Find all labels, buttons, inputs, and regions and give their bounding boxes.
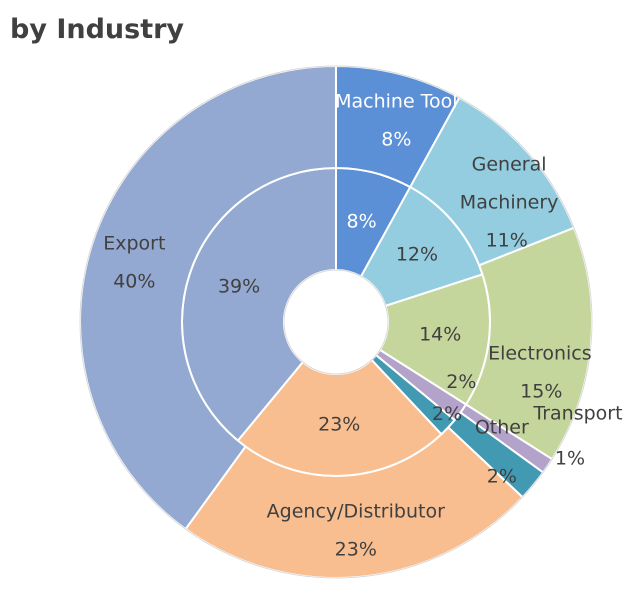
chart-outline xyxy=(79,65,593,579)
inner-label-export: 39% xyxy=(218,276,260,298)
outer-percent-label-electronics: 15% xyxy=(520,380,562,402)
chart-center-hole xyxy=(283,269,389,375)
outer-percent-label-machine-tool: 8% xyxy=(381,128,411,150)
outer-category-label-export: Export xyxy=(103,233,165,255)
outer-category-label-other: Other xyxy=(475,417,529,439)
outer-percent-label-general-machinery: 11% xyxy=(486,229,528,251)
outer-percent-label-other: 2% xyxy=(487,466,517,488)
outer-percent-label-agency-distributor: 23% xyxy=(335,539,377,561)
outer-category-label-general-machinery: General xyxy=(472,153,547,175)
inner-label-transport: 2% xyxy=(446,371,476,393)
page-title: by Industry xyxy=(10,14,185,45)
outer-category-label-machine-tool: Machine Tool xyxy=(335,90,457,112)
chart-labels: 8% 12% 14% 2% 2% 23% 39% Machine Tool 8% General M… xyxy=(103,90,622,560)
inner-label-general-machinery: 12% xyxy=(396,244,438,266)
outer-category-label-agency-distributor: Agency/Distributor xyxy=(267,501,445,523)
outer-category-label-transport: Transport xyxy=(532,402,622,424)
outer-percent-label-export: 40% xyxy=(113,271,155,293)
outer-percent-label-transport: 1% xyxy=(555,447,585,469)
chart-slices xyxy=(79,64,593,579)
inner-label-other: 2% xyxy=(432,403,462,425)
inner-label-agency-distributor: 23% xyxy=(318,413,360,435)
outer-category-label-general-machinery: Machinery xyxy=(460,191,559,213)
inner-label-electronics: 14% xyxy=(419,324,461,346)
inner-label-machine-tool: 8% xyxy=(347,211,377,233)
outer-category-label-electronics: Electronics xyxy=(488,342,592,364)
